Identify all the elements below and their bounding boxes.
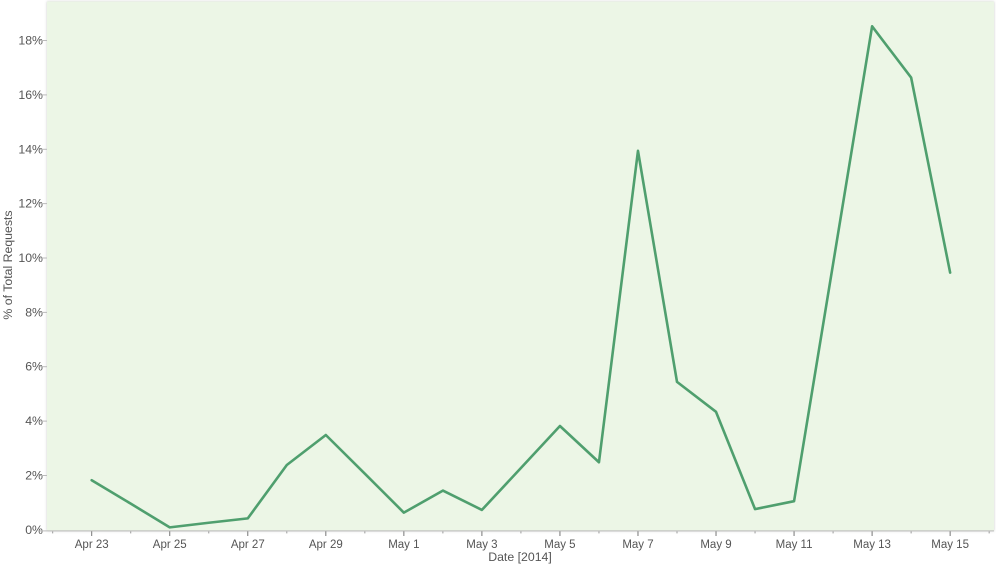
svg-text:May 7: May 7 (622, 539, 653, 551)
svg-text:Apr 27: Apr 27 (231, 539, 265, 551)
svg-text:May 9: May 9 (700, 539, 731, 551)
svg-text:Date [2014]: Date [2014] (488, 550, 552, 564)
svg-text:16%: 16% (18, 88, 43, 102)
svg-text:May 1: May 1 (388, 539, 419, 551)
svg-text:Apr 29: Apr 29 (309, 539, 343, 551)
svg-text:Apr 25: Apr 25 (153, 539, 187, 551)
svg-text:May 13: May 13 (853, 539, 891, 551)
svg-text:May 11: May 11 (776, 539, 813, 551)
svg-text:Apr 23: Apr 23 (75, 539, 109, 551)
svg-text:0%: 0% (25, 523, 43, 537)
svg-text:12%: 12% (18, 197, 43, 211)
svg-text:% of Total Requests: % of Total Requests (1, 210, 15, 319)
svg-text:10%: 10% (18, 251, 43, 265)
svg-text:14%: 14% (18, 142, 43, 156)
svg-text:May 15: May 15 (931, 539, 969, 551)
svg-text:18%: 18% (18, 34, 43, 48)
